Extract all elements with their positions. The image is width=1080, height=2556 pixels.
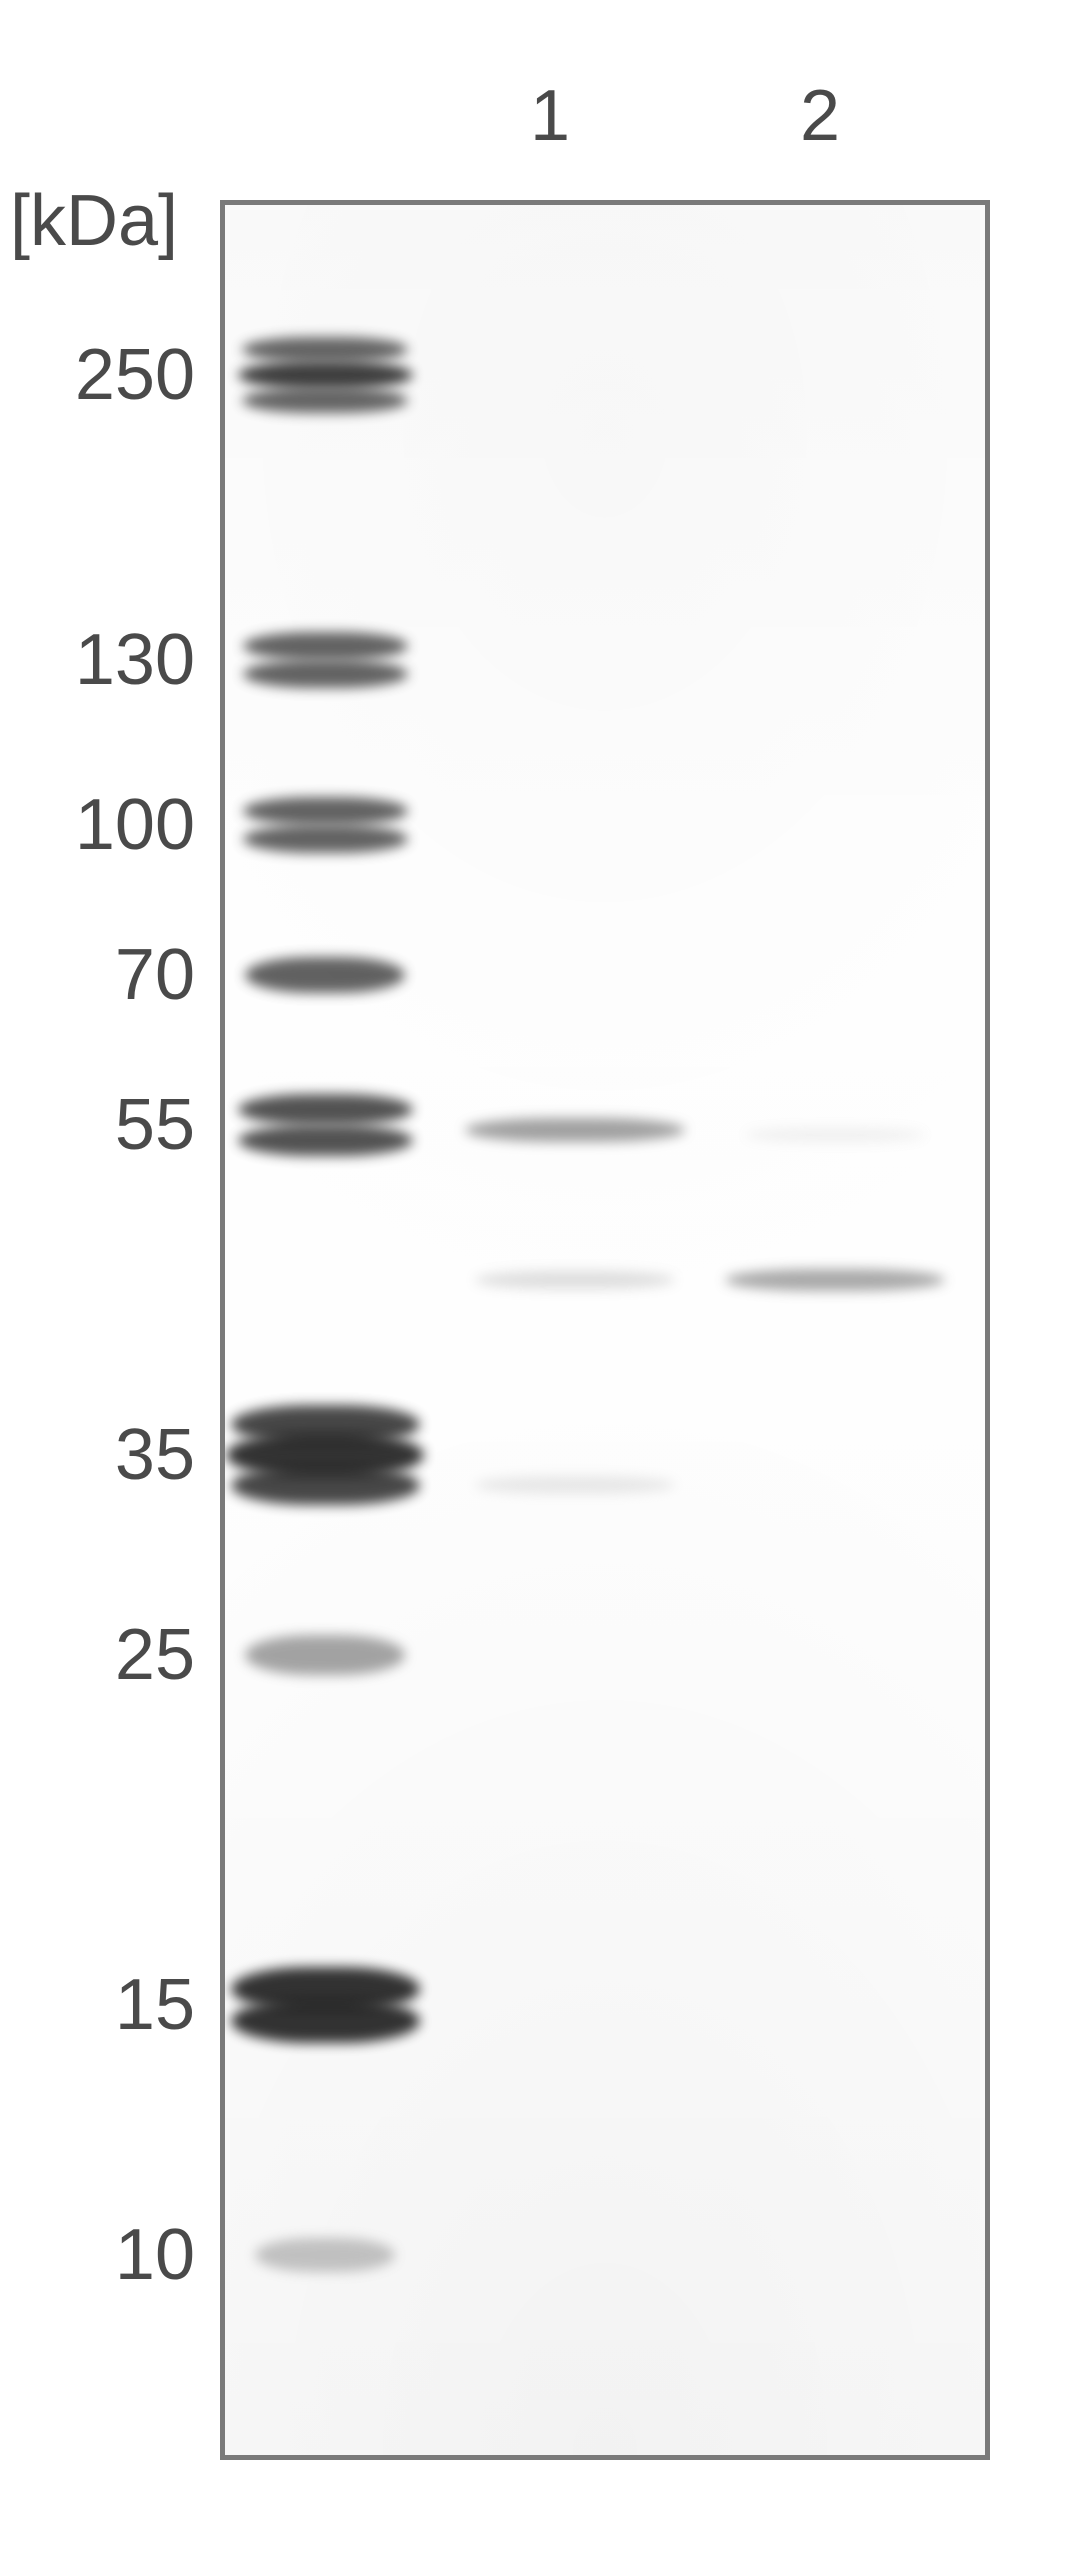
sample-band xyxy=(465,1118,685,1142)
ladder-band xyxy=(242,337,408,362)
sample-band xyxy=(725,1269,945,1291)
ladder-band xyxy=(243,825,408,853)
ladder-label: 70 xyxy=(15,934,195,1016)
sample-band xyxy=(745,1128,925,1142)
unit-label: [kDa] xyxy=(10,180,178,262)
ladder-band xyxy=(243,660,408,688)
ladder-band xyxy=(242,388,408,413)
ladder-band xyxy=(238,1125,413,1156)
ladder-band xyxy=(238,361,413,389)
ladder-band xyxy=(231,1466,420,1505)
ladder-label: 130 xyxy=(15,619,195,701)
sample-band xyxy=(475,1476,675,1494)
ladder-band xyxy=(238,1094,413,1125)
ladder-label: 35 xyxy=(15,1414,195,1496)
lane-header-2: 2 xyxy=(800,75,840,157)
ladder-band xyxy=(231,1999,420,2043)
ladder-band xyxy=(255,2238,395,2272)
blot-membrane xyxy=(220,200,990,2460)
ladder-label: 10 xyxy=(15,2214,195,2296)
ladder-label: 55 xyxy=(15,1084,195,1166)
sample-band xyxy=(475,1271,675,1289)
ladder-band xyxy=(243,632,408,660)
ladder-label: 15 xyxy=(15,1964,195,2046)
lane-header-1: 1 xyxy=(530,75,570,157)
western-blot-figure: [kDa] 1 2 250 130 100 70 55 35 25 15 10 xyxy=(0,0,1080,2556)
ladder-label: 100 xyxy=(15,784,195,866)
ladder-label: 25 xyxy=(15,1614,195,1696)
ladder-band xyxy=(245,957,405,993)
ladder-band xyxy=(245,1635,405,1675)
ladder-label: 250 xyxy=(15,334,195,416)
ladder-band xyxy=(243,797,408,825)
